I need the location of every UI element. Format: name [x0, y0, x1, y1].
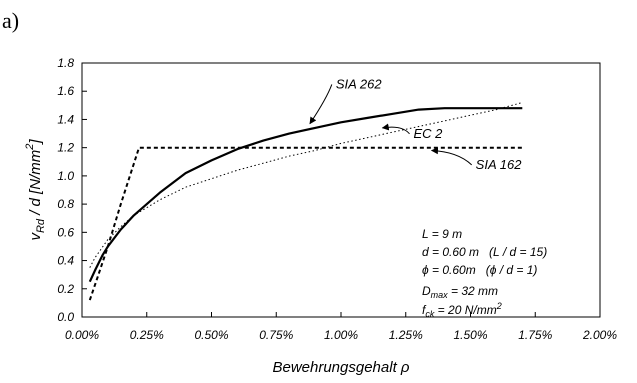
y-axis-label: vRd / d [N/mm2]	[24, 139, 47, 241]
x-tick-label: 2.00%	[582, 328, 617, 342]
series-line-sia-162	[88, 146, 523, 301]
x-tick-label: 0.25%	[130, 328, 164, 342]
y-tick-label: 0.0	[57, 310, 74, 324]
plot-area	[81, 62, 601, 318]
y-tick-label: 1.4	[57, 112, 74, 126]
x-tick-label: 1.50%	[453, 328, 487, 342]
param-diameter: ϕ = 0.60m (ϕ / d = 1)	[422, 263, 537, 277]
param-depth: d = 0.60 m (L / d = 15)	[422, 245, 547, 259]
annotation-layer: SIA 262 EC 2 SIA 162	[309, 76, 523, 172]
y-label-mid: / d [N/mm	[27, 150, 44, 219]
y-axis-ticks: 0.0 0.2 0.4 0.6 0.8 1.0 1.2 1.4 1.6 1.8	[57, 56, 87, 324]
y-tick-label: 1.6	[57, 84, 74, 98]
x-tick-label: 0.50%	[194, 328, 228, 342]
y-label-main: v	[27, 232, 44, 241]
series-layer	[88, 102, 523, 301]
y-tick-label: 0.6	[57, 225, 74, 239]
y-label-sup: 2	[24, 144, 36, 151]
annotation-label: SIA 262	[336, 76, 383, 91]
x-tick-label: 0.75%	[259, 328, 293, 342]
annotation-label: EC 2	[414, 126, 444, 141]
y-label-sub: Rd	[35, 218, 47, 233]
x-tick-label: 1.25%	[389, 328, 423, 342]
annotation-label: SIA 162	[476, 157, 523, 172]
y-tick-label: 0.2	[57, 282, 74, 296]
y-tick-label: 1.0	[57, 169, 74, 183]
x-tick-label: 1.75%	[518, 328, 552, 342]
y-tick-label: 1.8	[57, 56, 74, 70]
param-fck: fck = 20 N/mm2	[422, 301, 502, 319]
panel-label: a)	[2, 8, 19, 33]
x-axis-label: Bewehrungsgehalt ρ	[272, 359, 409, 376]
param-dmax: Dmax = 32 mm	[422, 284, 498, 300]
x-axis-ticks: 0.00% 0.25% 0.50% 0.75% 1.00% 1.25% 1.50% 1.75%…	[65, 312, 617, 342]
annotation-arrow	[430, 147, 473, 166]
param-length: L = 9 m	[422, 227, 462, 241]
parameter-block: L = 9 m d = 0.60 m (L / d = 15) ϕ = 0.60m…	[422, 227, 547, 319]
y-tick-label: 0.4	[57, 254, 74, 268]
series-line-ec-2	[89, 102, 523, 268]
y-label-end: ]	[27, 139, 44, 146]
annotation-arrow	[381, 123, 410, 135]
x-tick-label: 1.00%	[324, 328, 358, 342]
x-tick-label: 0.00%	[65, 328, 99, 342]
y-tick-label: 1.2	[57, 141, 74, 155]
series-line-sia-262	[88, 107, 523, 283]
y-tick-label: 0.8	[57, 197, 74, 211]
annotation-arrow	[309, 84, 333, 125]
